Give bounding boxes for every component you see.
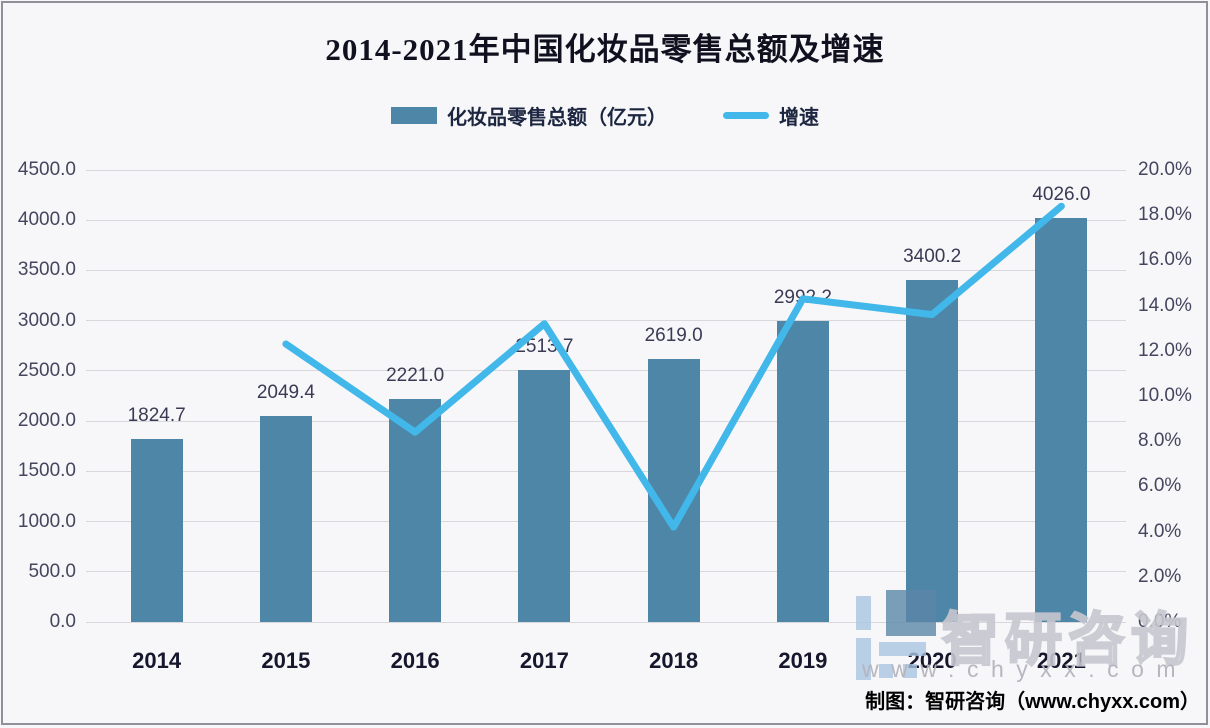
- bar-value-2017: 2513.7: [515, 335, 574, 357]
- bar-value-2019: 2992.2: [773, 287, 832, 309]
- gridline: [86, 621, 1126, 623]
- y-axis-tick-right: 16.0%: [1138, 249, 1192, 271]
- y-axis-tick-left: 1500.0: [17, 460, 76, 482]
- gridline: [86, 269, 1126, 271]
- gridline: [86, 470, 1126, 472]
- chart-title: 2014-2021年中国化妆品零售总额及增速: [325, 32, 885, 67]
- gridline: [86, 571, 1126, 573]
- y-axis-tick-right: 14.0%: [1138, 294, 1192, 316]
- y-axis-tick-right: 8.0%: [1138, 430, 1182, 452]
- y-axis-tick-left: 2500.0: [17, 359, 76, 381]
- bar-2021: [1035, 217, 1088, 622]
- legend-item-growth-rate: 增速: [723, 101, 819, 130]
- bar-2018: [647, 358, 700, 622]
- gridline: [86, 420, 1126, 422]
- y-axis-tick-left: 3500.0: [17, 259, 76, 281]
- y-axis-tick-right: 20.0%: [1138, 159, 1192, 180]
- x-axis-label-2021: 2021: [1036, 648, 1086, 673]
- bar-2020: [906, 280, 959, 622]
- y-axis-tick-left: 4000.0: [17, 209, 76, 231]
- y-axis-tick-left: 2000.0: [17, 410, 76, 432]
- x-axis-label-2018: 2018: [649, 648, 699, 673]
- bar-value-2020: 3400.2: [903, 246, 962, 268]
- legend-item-retail-total: 化妆品零售总额（亿元）: [391, 101, 667, 130]
- legend-label-retail-total: 化妆品零售总额（亿元）: [447, 106, 667, 129]
- bar-2014: [130, 438, 183, 622]
- y-axis-tick-right: 18.0%: [1138, 204, 1192, 226]
- x-axis-label-2014: 2014: [132, 648, 182, 673]
- bar-value-2018: 2619.0: [644, 324, 703, 346]
- y-axis-tick-right: 6.0%: [1138, 475, 1182, 497]
- y-axis-tick-left: 4500.0: [17, 159, 76, 180]
- x-axis-label-2017: 2017: [519, 648, 569, 673]
- line-series-swatch-icon: [723, 111, 769, 119]
- bar-value-2021: 4026.0: [1032, 183, 1091, 205]
- y-axis-tick-left: 0.0: [49, 611, 76, 632]
- bar-2017: [518, 369, 571, 622]
- bar-value-2015: 2049.4: [256, 382, 315, 404]
- y-axis-tick-right: 4.0%: [1138, 520, 1182, 542]
- x-axis-label-2016: 2016: [390, 648, 440, 673]
- bar-series-swatch-icon: [391, 106, 437, 124]
- bar-value-2014: 1824.7: [127, 404, 186, 426]
- y-axis-tick-right: 2.0%: [1138, 565, 1182, 587]
- bar-2019: [776, 321, 829, 622]
- gridline: [86, 370, 1126, 372]
- legend: 化妆品零售总额（亿元） 增速: [0, 100, 1210, 130]
- credit-line: 制图：智研咨询（www.chyxx.com）: [865, 691, 1200, 713]
- gridline: [86, 521, 1126, 523]
- gridline: [86, 219, 1126, 221]
- y-axis-tick-left: 1000.0: [17, 510, 76, 532]
- y-axis-tick-left: 3000.0: [17, 309, 76, 331]
- bar-value-2016: 2221.0: [386, 364, 445, 386]
- x-axis-label-2015: 2015: [261, 648, 311, 673]
- gridline: [86, 320, 1126, 322]
- legend-label-growth-rate: 增速: [779, 106, 819, 129]
- y-axis-tick-left: 500.0: [28, 560, 76, 582]
- bar-2015: [259, 416, 312, 622]
- bar-2016: [389, 398, 442, 622]
- gridline: [86, 169, 1126, 171]
- x-axis-label-2020: 2020: [907, 648, 957, 673]
- x-axis-label-2019: 2019: [778, 648, 828, 673]
- y-axis-tick-right: 0.0%: [1138, 611, 1182, 632]
- y-axis-tick-right: 10.0%: [1138, 385, 1192, 406]
- y-axis-tick-right: 12.0%: [1138, 339, 1192, 361]
